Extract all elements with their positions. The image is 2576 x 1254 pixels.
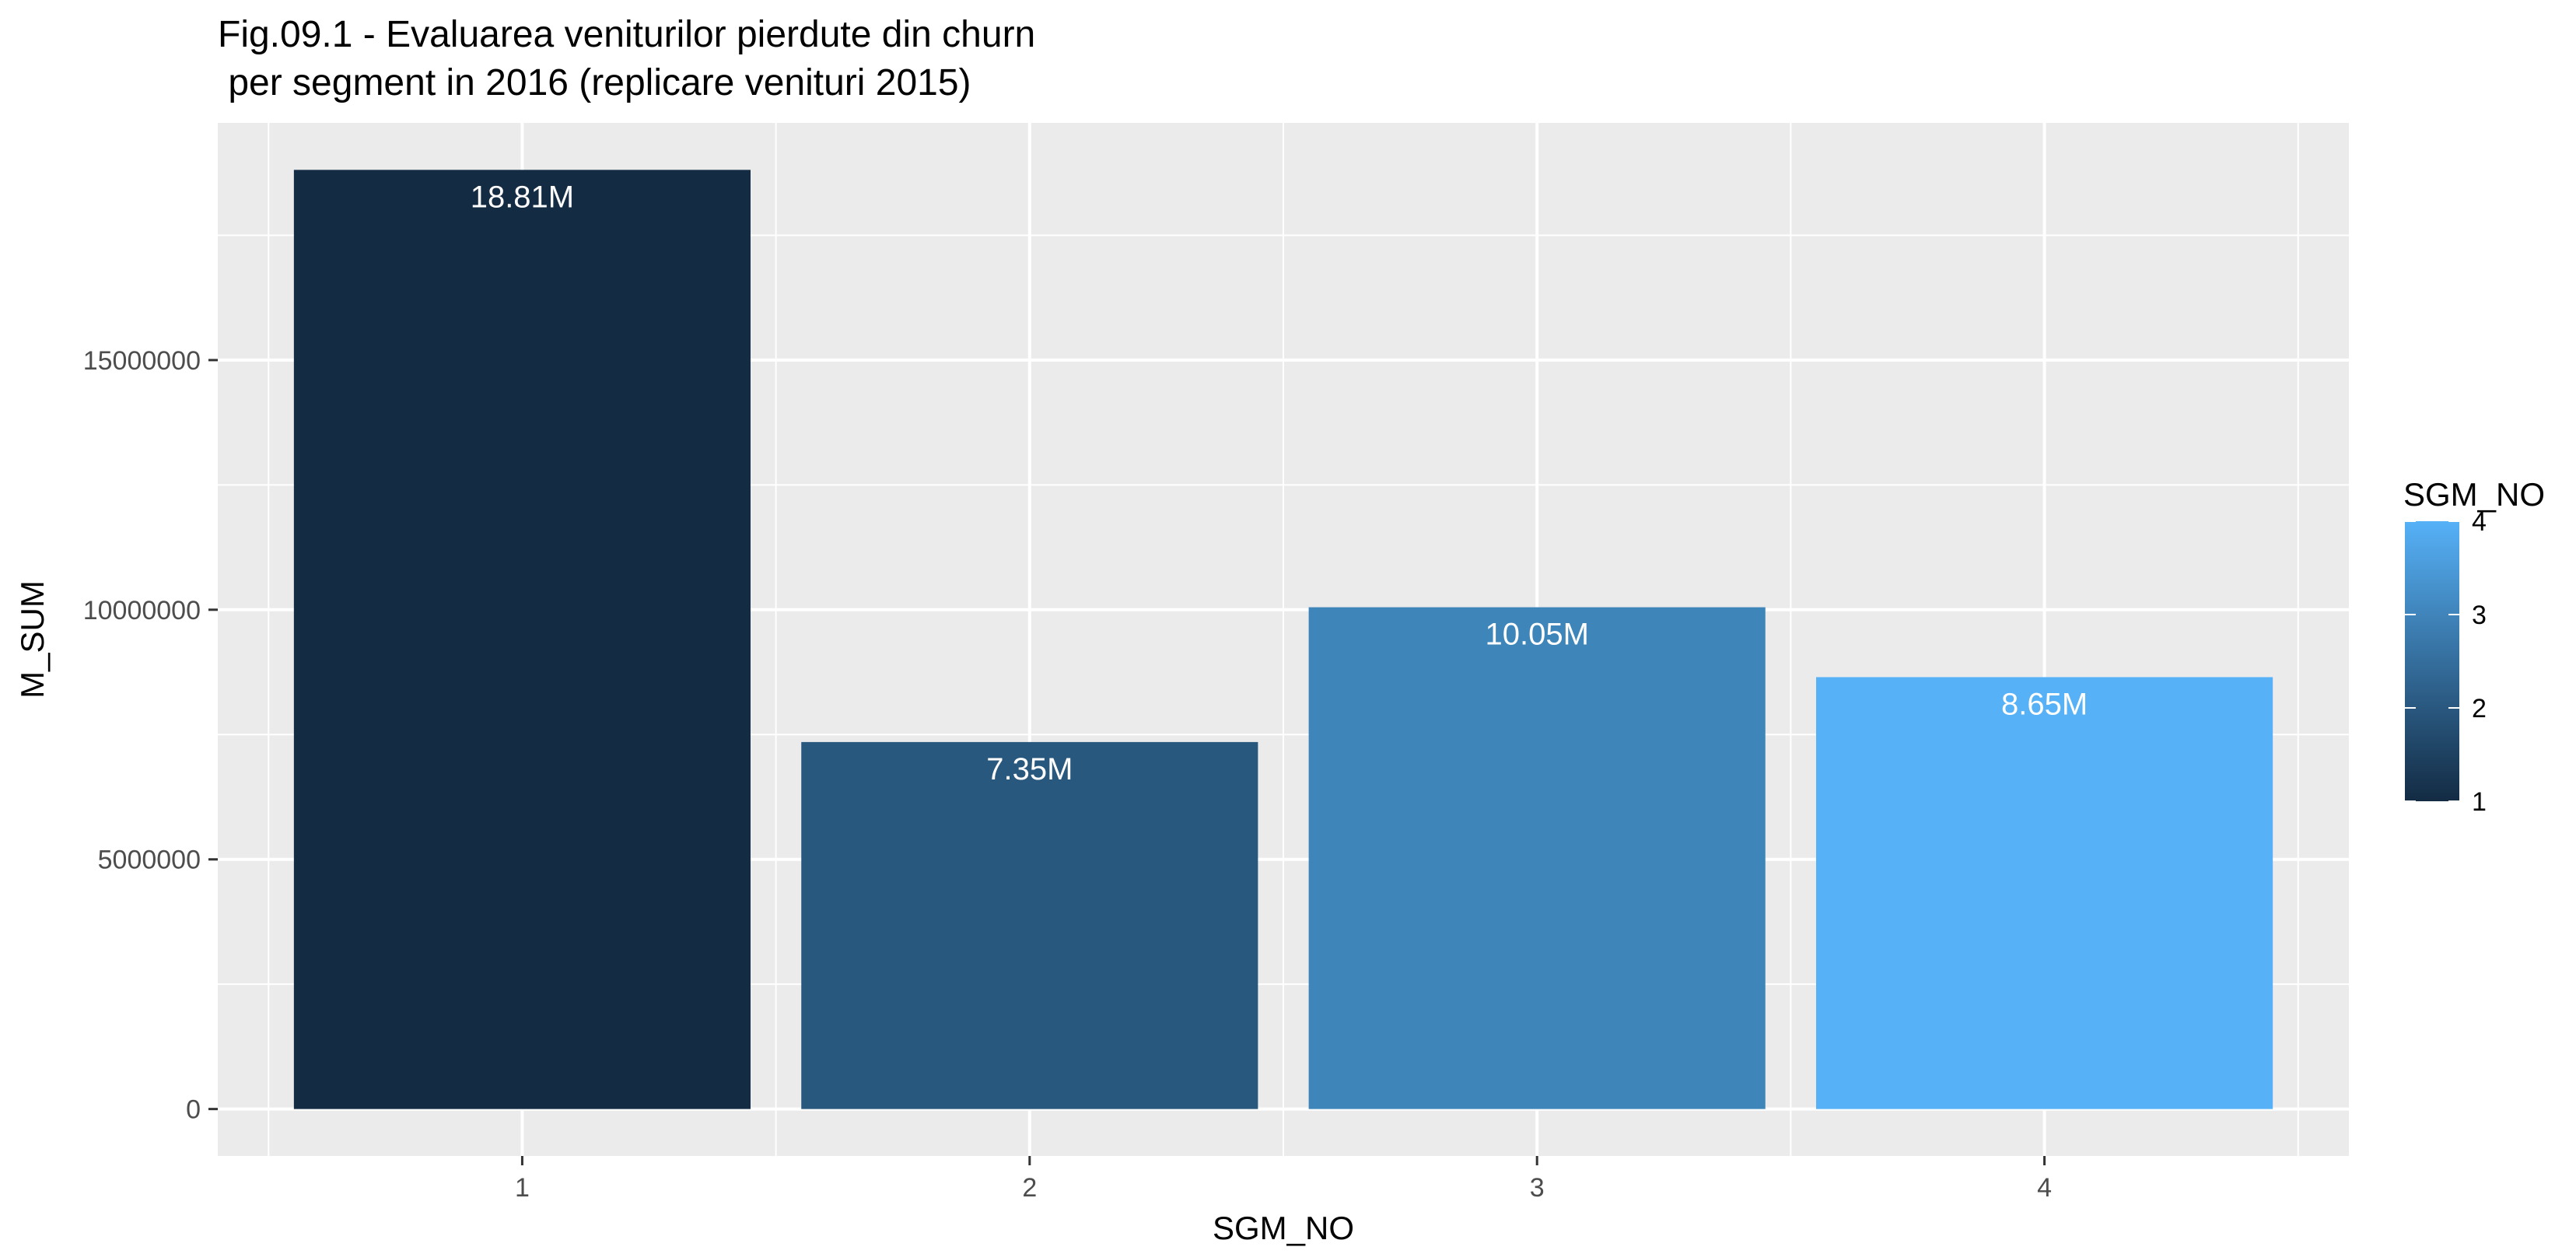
legend-title: SGM_NO	[2403, 476, 2545, 513]
bars	[293, 170, 2273, 1109]
x-tick-label: 2	[1022, 1173, 1037, 1203]
chart-title-line-2: per segment in 2016 (replicare venituri …	[218, 62, 971, 103]
x-axis-title: SGM_NO	[1213, 1210, 1354, 1246]
x-tick-label: 1	[515, 1173, 530, 1203]
bar-label-4: 8.65M	[2001, 687, 2088, 721]
bar-labels: 18.81M 7.35M 10.05M 8.65M	[471, 180, 2088, 786]
legend: SGM_NO 1 2 3 4	[2403, 476, 2545, 817]
legend-tick-label: 2	[2472, 694, 2487, 723]
legend-colorbar	[2405, 521, 2459, 801]
bar-label-3: 10.05M	[1485, 618, 1588, 652]
y-axis-title: M_SUM	[14, 580, 51, 699]
legend-tick-label: 3	[2472, 601, 2487, 630]
y-axis: 0 5000000 10000000 15000000	[83, 346, 218, 1125]
bar-segment-1	[293, 170, 751, 1109]
y-tick-label: 0	[186, 1095, 201, 1125]
x-tick-label: 4	[2037, 1173, 2052, 1203]
legend-tick-label: 1	[2472, 787, 2487, 817]
legend-tick-label: 4	[2472, 507, 2487, 537]
bar-segment-2	[801, 741, 1258, 1109]
y-tick-label: 15000000	[83, 346, 201, 376]
x-axis: 1 2 3 4	[515, 1156, 2052, 1203]
x-tick-label: 3	[1530, 1173, 1545, 1203]
bar-segment-3	[1308, 607, 1766, 1109]
bar-segment-4	[1816, 677, 2273, 1109]
y-tick-label: 10000000	[83, 596, 201, 625]
y-tick-label: 5000000	[98, 846, 201, 875]
bar-label-2: 7.35M	[986, 752, 1073, 786]
chart-title-line-1: Fig.09.1 - Evaluarea veniturilor pierdut…	[218, 14, 1035, 55]
bar-label-1: 18.81M	[471, 180, 574, 214]
